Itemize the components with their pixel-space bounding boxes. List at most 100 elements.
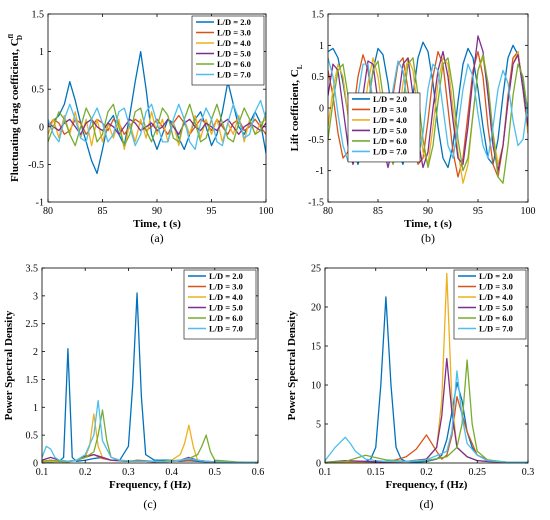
y-axis-label-text: Lift coefficient, C <box>289 69 301 151</box>
y-tick-label: -0.5 <box>28 160 44 171</box>
x-axis-label: Time, t (s) <box>133 218 181 230</box>
legend-entry-3: L/D = 4.0 <box>479 292 513 302</box>
y-tick-label: 0 <box>33 459 38 470</box>
panel-c-drag-psd: 0.1 0.2 0.3 0.4 0.5 0.6 0 0.5 1 1.5 2 2.5 3 3.5 Freque… <box>3 264 264 512</box>
y-axis-label: Power Spectral Density <box>3 310 15 420</box>
legend-entry-1: L/D = 2.0 <box>479 271 513 281</box>
y-tick-label: 0 <box>316 459 321 470</box>
legend: L/D = 2.0L/D = 3.0L/D = 4.0L/D = 5.0L/D … <box>183 269 257 340</box>
series-group <box>42 292 258 463</box>
legend: L/D = 2.0L/D = 3.0L/D = 4.0L/D = 5.0L/D … <box>347 92 421 163</box>
y-tick-label: 10 <box>311 381 321 392</box>
series-line-2 <box>325 396 528 463</box>
panel-b-lift-time-series: 80 85 90 95 100 -1.5 -1 -0.5 0 0.5 1 1.5 Time, t (s)… <box>289 10 536 246</box>
x-tick-label: 90 <box>152 206 162 217</box>
y-axis-label: Power Spectral Density <box>286 310 298 420</box>
panel-caption: (d) <box>420 497 434 511</box>
legend-entry-5: L/D = 6.0 <box>209 313 243 323</box>
y-axis-label-subscript: D <box>16 35 24 40</box>
x-tick-label: 0.25 <box>469 467 487 478</box>
series-line-6 <box>325 370 528 463</box>
legend-entry-4: L/D = 5.0 <box>373 125 407 135</box>
y-tick-label: -0.5 <box>308 135 324 146</box>
legend-entry-1: L/D = 2.0 <box>217 17 251 27</box>
legend-box <box>183 269 257 340</box>
y-tick-label: -1.5 <box>308 198 324 209</box>
x-tick-label: 0.5 <box>209 467 222 478</box>
y-axis-label: Fluctuating drag coefficient, CflD <box>7 34 24 182</box>
panel-caption: (b) <box>421 231 435 245</box>
series-line-1 <box>48 50 266 175</box>
y-axis-label-text: Power Spectral Density <box>286 310 298 420</box>
x-tick-label: 0.3 <box>522 467 535 478</box>
legend-box <box>191 15 265 86</box>
x-tick-label: 90 <box>423 206 433 217</box>
legend: L/D = 2.0L/D = 3.0L/D = 4.0L/D = 5.0L/D … <box>191 15 265 86</box>
y-tick-label: 0.5 <box>32 85 45 96</box>
legend-entry-6: L/D = 7.0 <box>217 70 251 80</box>
series-line-6 <box>328 57 528 162</box>
series-line-3 <box>42 413 258 463</box>
legend-entry-5: L/D = 6.0 <box>217 59 251 69</box>
panel-d-lift-psd: 0.1 0.15 0.2 0.25 0.3 0 5 10 15 20 25 Frequency, f … <box>286 264 534 512</box>
x-tick-label: 0.1 <box>319 467 332 478</box>
y-tick-label: -1 <box>316 166 324 177</box>
y-axis-label-text: Power Spectral Density <box>3 310 15 420</box>
x-tick-label: 85 <box>373 206 383 217</box>
y-axis-label-subscript: L <box>296 64 304 69</box>
x-tick-label: 0.3 <box>122 467 135 478</box>
series-line-5 <box>42 409 258 463</box>
series-line-5 <box>325 359 528 463</box>
y-tick-label: 20 <box>311 303 321 314</box>
series-line-1 <box>42 292 258 463</box>
series-line-2 <box>48 114 266 135</box>
y-tick-label: 0 <box>39 122 44 133</box>
y-tick-label: 1.5 <box>312 10 325 21</box>
legend-entry-1: L/D = 2.0 <box>209 271 243 281</box>
plot-frame <box>41 267 259 464</box>
legend-entry-6: L/D = 7.0 <box>373 146 407 156</box>
legend-box <box>347 92 421 163</box>
y-tick-label: 15 <box>311 342 321 353</box>
y-tick-label: 1 <box>39 47 44 58</box>
y-tick-label: 0.5 <box>26 431 39 442</box>
y-tick-label: 3 <box>33 291 38 302</box>
y-tick-label: 1.5 <box>26 375 39 386</box>
legend-entry-6: L/D = 7.0 <box>479 324 513 334</box>
legend-entry-3: L/D = 4.0 <box>217 38 251 48</box>
y-tick-label: 25 <box>311 264 321 275</box>
series-line-6 <box>42 399 258 463</box>
x-tick-label: 0.1 <box>36 467 49 478</box>
legend-entry-2: L/D = 3.0 <box>479 282 513 292</box>
series-line-6 <box>48 99 266 151</box>
x-tick-label: 100 <box>521 206 536 217</box>
x-tick-label: 80 <box>323 206 333 217</box>
series-group <box>48 50 266 175</box>
x-tick-label: 85 <box>98 206 108 217</box>
y-tick-label: 0 <box>319 104 324 115</box>
y-tick-label: 5 <box>316 420 321 431</box>
series-line-2 <box>328 50 528 178</box>
x-tick-label: 100 <box>259 206 274 217</box>
x-tick-label: 0.2 <box>79 467 92 478</box>
y-tick-label: 2 <box>33 347 38 358</box>
legend-entry-2: L/D = 3.0 <box>373 104 407 114</box>
series-line-5 <box>48 103 266 147</box>
legend-entry-6: L/D = 7.0 <box>209 324 243 334</box>
legend-entry-3: L/D = 4.0 <box>373 115 407 125</box>
panel-caption: (a) <box>150 231 163 245</box>
y-tick-label: -1 <box>36 198 44 209</box>
y-tick-label: 1.5 <box>32 10 45 21</box>
x-tick-label: 0.2 <box>420 467 433 478</box>
x-tick-label: 0.6 <box>252 467 265 478</box>
legend-box <box>453 269 527 340</box>
legend-entry-4: L/D = 5.0 <box>479 303 513 313</box>
legend-entry-2: L/D = 3.0 <box>209 282 243 292</box>
x-axis-label: Frequency, f (Hz) <box>109 479 191 491</box>
x-tick-label: 95 <box>207 206 217 217</box>
panel-caption: (c) <box>143 497 156 511</box>
panel-a-drag-time-series: 80 85 90 95 100 -1 -0.5 0 0.5 1 1.5 Time, t (s) Fluc… <box>7 10 274 246</box>
y-tick-label: 2.5 <box>26 319 39 330</box>
legend: L/D = 2.0L/D = 3.0L/D = 4.0L/D = 5.0 L/D … <box>453 269 527 340</box>
y-axis-label-text: Fluctuating drag coefficient, C <box>9 38 21 182</box>
